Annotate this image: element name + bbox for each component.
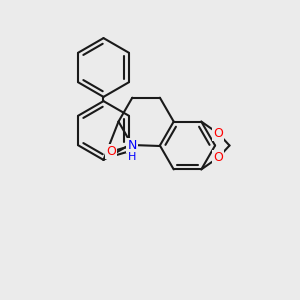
Text: O: O [214,127,223,140]
Text: N: N [128,139,137,152]
Text: O: O [106,145,116,158]
Text: O: O [214,151,223,164]
Text: H: H [128,152,136,163]
